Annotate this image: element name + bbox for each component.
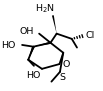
Text: HO: HO — [1, 41, 15, 50]
Polygon shape — [28, 46, 35, 60]
Text: HO: HO — [26, 71, 41, 80]
Text: H$_2$N: H$_2$N — [35, 2, 55, 15]
Polygon shape — [33, 42, 51, 47]
Text: Cl: Cl — [85, 31, 94, 40]
Text: OH: OH — [19, 27, 33, 36]
Text: O: O — [63, 60, 70, 69]
Text: S: S — [59, 73, 65, 82]
Polygon shape — [52, 15, 57, 34]
